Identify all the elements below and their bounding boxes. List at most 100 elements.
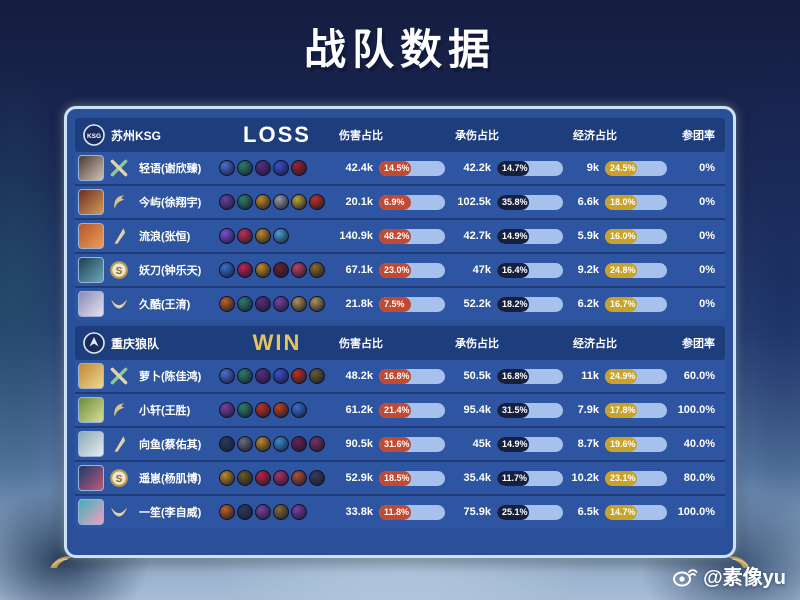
role-icon-farm (109, 294, 129, 314)
damage-value: 20.1k (345, 196, 373, 208)
economy-bar: 18.0% (605, 194, 667, 210)
economy-value: 5.9k (577, 230, 599, 242)
economy-bar: 23.1% (605, 470, 667, 486)
taken-fill: 11.7% (497, 470, 529, 486)
role-icon-roam: S (109, 260, 129, 280)
item-icon (291, 470, 307, 486)
taken-value: 75.9k (463, 506, 491, 518)
damage-percent: 48.2% (384, 231, 410, 241)
column-header-damage: 伤害占比 (339, 338, 383, 350)
role-icon-clash (109, 366, 129, 386)
participation-rate: 100.0% (677, 506, 715, 518)
participation-rate: 60.0% (683, 370, 715, 382)
svg-text:S: S (116, 266, 123, 277)
player-row: 一笙(李自威) 33.8k 11.8% 75.9k 25.1% 6.5k 14.7% 100.… (75, 496, 725, 528)
item-icon (219, 228, 235, 244)
role-icon-roam: S (109, 468, 129, 488)
taken-bar: 31.5% (497, 402, 563, 418)
item-icon (237, 262, 253, 278)
player-name: 萝卜(陈佳鸿) (139, 371, 202, 383)
watermark-text: @素像yu (703, 567, 786, 589)
item-icon (273, 470, 289, 486)
gold-leaf-ornament-left (50, 556, 72, 568)
taken-value: 95.4k (463, 404, 491, 416)
taken-bar: 25.1% (497, 504, 563, 520)
player-name: 轻语(谢欣臻) (139, 163, 202, 175)
item-icon (255, 160, 271, 176)
item-icon (237, 436, 253, 452)
taken-bar: 18.2% (497, 296, 563, 312)
item-icon (273, 296, 289, 312)
damage-bar: 11.8% (379, 504, 445, 520)
player-name: 向鱼(蔡佑其) (139, 439, 202, 451)
taken-percent: 14.9% (502, 231, 528, 241)
damage-fill: 21.4% (379, 402, 411, 418)
item-icon (255, 368, 271, 384)
economy-value: 11k (581, 370, 599, 382)
player-name: 流浪(张恒) (139, 231, 191, 243)
player-rows-loss: 轻语(谢欣臻) 42.4k 14.5% 42.2k 14.7% 9k 24.5% 0% 今屿(徐… (75, 152, 725, 320)
participation-rate: 40.0% (683, 438, 715, 450)
damage-fill: 11.8% (379, 504, 411, 520)
economy-percent: 24.9% (610, 371, 636, 381)
svg-text:KSG: KSG (87, 133, 101, 140)
player-avatar (78, 465, 104, 491)
damage-value: 21.8k (345, 298, 373, 310)
damage-bar: 21.4% (379, 402, 445, 418)
damage-percent: 7.5% (384, 299, 405, 309)
role-icon-jungle (109, 400, 129, 420)
item-icon (237, 504, 253, 520)
damage-bar: 7.5% (379, 296, 445, 312)
economy-fill: 16.0% (605, 228, 637, 244)
team-section-loss: KSG 苏州KSG LOSS 伤害占比 承伤占比 经济占比 参团率 轻语(谢欣臻… (75, 118, 725, 320)
item-icon (255, 296, 271, 312)
item-icon (273, 368, 289, 384)
player-avatar (78, 397, 104, 423)
damage-bar: 16.8% (379, 368, 445, 384)
item-icon (237, 228, 253, 244)
item-icon (219, 368, 235, 384)
taken-bar: 11.7% (497, 470, 563, 486)
economy-bar: 14.7% (605, 504, 667, 520)
item-icon (255, 262, 271, 278)
item-icons (219, 402, 335, 418)
economy-fill: 16.7% (605, 296, 637, 312)
participation-rate: 0% (699, 230, 715, 242)
player-row: 今屿(徐翔宇) 20.1k 6.9% 102.5k 35.8% 6.6k 18.0% 0% (75, 186, 725, 220)
taken-percent: 31.5% (502, 405, 528, 415)
damage-value: 67.1k (345, 264, 373, 276)
damage-percent: 6.9% (384, 197, 405, 207)
team-header-loss: KSG 苏州KSG LOSS 伤害占比 承伤占比 经济占比 参团率 (75, 118, 725, 152)
player-avatar (78, 363, 104, 389)
taken-fill: 16.4% (497, 262, 529, 278)
item-icon (255, 436, 271, 452)
item-icon (219, 504, 235, 520)
participation-rate: 100.0% (677, 404, 715, 416)
economy-value: 6.6k (577, 196, 599, 208)
player-row: 久酷(王淯) 21.8k 7.5% 52.2k 18.2% 6.2k 16.7% 0% (75, 288, 725, 320)
item-icon (291, 194, 307, 210)
item-icon (273, 262, 289, 278)
economy-value: 6.5k (577, 506, 599, 518)
item-icon (237, 470, 253, 486)
player-avatar (78, 155, 104, 181)
economy-percent: 18.0% (610, 197, 636, 207)
economy-value: 9.2k (577, 264, 599, 276)
damage-fill: 16.8% (379, 368, 411, 384)
damage-fill: 7.5% (379, 296, 411, 312)
taken-fill: 35.8% (497, 194, 529, 210)
damage-fill: 14.5% (379, 160, 411, 176)
item-icons (219, 296, 335, 312)
economy-value: 8.7k (577, 438, 599, 450)
damage-bar: 23.0% (379, 262, 445, 278)
taken-value: 102.5k (457, 196, 491, 208)
item-icon (255, 402, 271, 418)
economy-value: 9k (586, 162, 599, 174)
item-icon (219, 194, 235, 210)
economy-fill: 18.0% (605, 194, 637, 210)
taken-fill: 25.1% (497, 504, 529, 520)
watermark: @素像yu (672, 561, 786, 590)
damage-fill: 31.6% (379, 436, 411, 452)
taken-percent: 25.1% (502, 507, 528, 517)
item-icon (273, 160, 289, 176)
